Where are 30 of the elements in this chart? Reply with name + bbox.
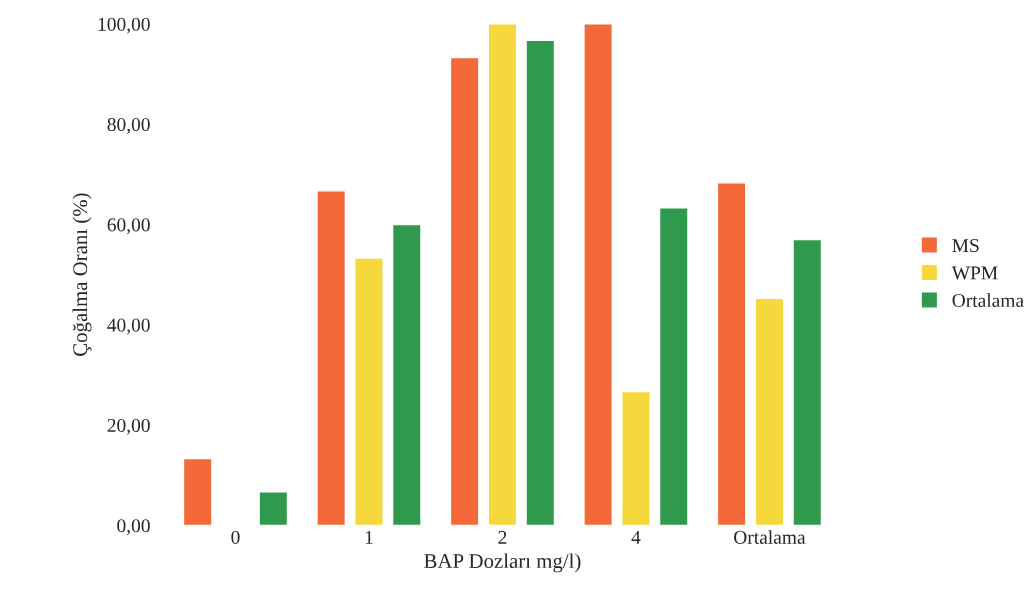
bar bbox=[621, 390, 651, 526]
bar bbox=[658, 207, 689, 526]
x-tick-label: 1 bbox=[365, 530, 373, 544]
bar bbox=[716, 182, 747, 526]
bar bbox=[182, 457, 213, 526]
x-axis-title: BAP Dozları mg/l) bbox=[424, 553, 581, 573]
legend-label: Ortalama bbox=[952, 293, 1024, 308]
bar bbox=[583, 23, 614, 526]
bar bbox=[792, 238, 823, 526]
y-tick-label: 20,00 bbox=[107, 418, 150, 435]
y-tick-label: 60,00 bbox=[107, 218, 150, 235]
x-tick-label: Ortalama bbox=[734, 530, 806, 544]
x-tick-label: 4 bbox=[631, 530, 641, 544]
bar bbox=[354, 257, 384, 526]
legend-label: WPM bbox=[951, 266, 998, 280]
legend-label: MS bbox=[952, 239, 979, 253]
bar bbox=[391, 223, 422, 526]
bar bbox=[487, 23, 518, 526]
bar bbox=[258, 491, 289, 526]
x-tick-label: 0 bbox=[231, 530, 240, 544]
y-tick-label: 40,00 bbox=[107, 318, 150, 335]
y-tick-label: 0,00 bbox=[117, 519, 150, 536]
bar bbox=[316, 190, 347, 526]
y-axis-title: Çoğalma Oranı (%) bbox=[72, 193, 92, 356]
x-tick-label: 2 bbox=[498, 530, 507, 544]
bar bbox=[449, 56, 480, 526]
y-tick-label: 100,00 bbox=[98, 17, 150, 34]
y-tick-label: 80,00 bbox=[107, 117, 150, 134]
bar bbox=[754, 297, 785, 526]
bar bbox=[525, 39, 556, 526]
